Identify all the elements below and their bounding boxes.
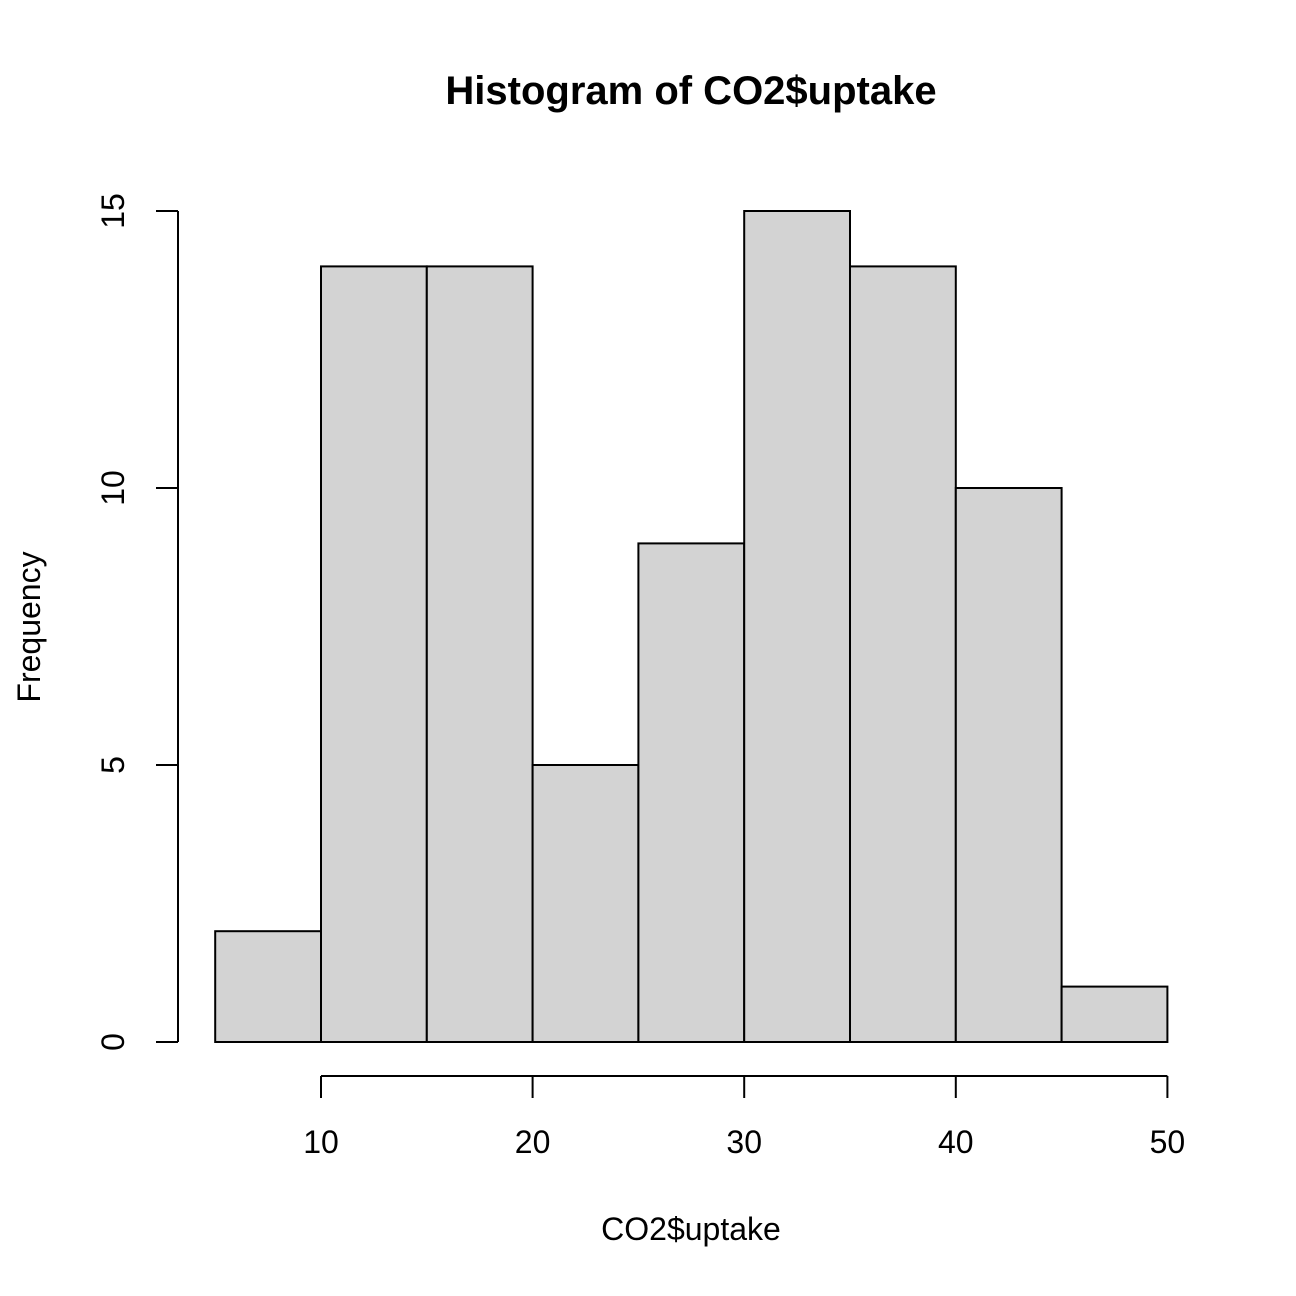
x-tick-label-40: 40 <box>938 1124 974 1160</box>
y-axis: 0 5 10 15 <box>95 193 179 1051</box>
x-tick-label-20: 20 <box>515 1124 551 1160</box>
y-tick-label-5: 5 <box>95 756 131 774</box>
histogram-bar-25-30 <box>637 542 746 1044</box>
y-tick-label-10: 10 <box>95 470 131 506</box>
bars-group <box>214 210 1169 1044</box>
x-axis: 10 20 30 40 50 <box>303 1075 1186 1160</box>
y-tick-label-15: 15 <box>95 193 131 229</box>
y-tick-label-0: 0 <box>95 1033 131 1051</box>
x-tick-label-30: 30 <box>726 1124 762 1160</box>
histogram-bar-45-50 <box>1060 985 1169 1043</box>
chart-title: Histogram of CO2$uptake <box>445 69 936 113</box>
histogram-bar-35-40 <box>849 265 957 1043</box>
histogram-bar-5-10 <box>214 930 322 1044</box>
histogram-bar-20-25 <box>531 764 640 1043</box>
x-tick-label-10: 10 <box>303 1124 339 1160</box>
histogram-bar-10-15 <box>320 265 428 1043</box>
histogram-bar-15-20 <box>425 265 534 1043</box>
x-tick-label-50: 50 <box>1150 1124 1186 1160</box>
histogram-bar-30-35 <box>743 210 852 1043</box>
y-axis-label: Frequency <box>11 551 47 702</box>
histogram-bar-40-45 <box>954 487 1063 1043</box>
x-axis-label: CO2$uptake <box>601 1211 781 1247</box>
